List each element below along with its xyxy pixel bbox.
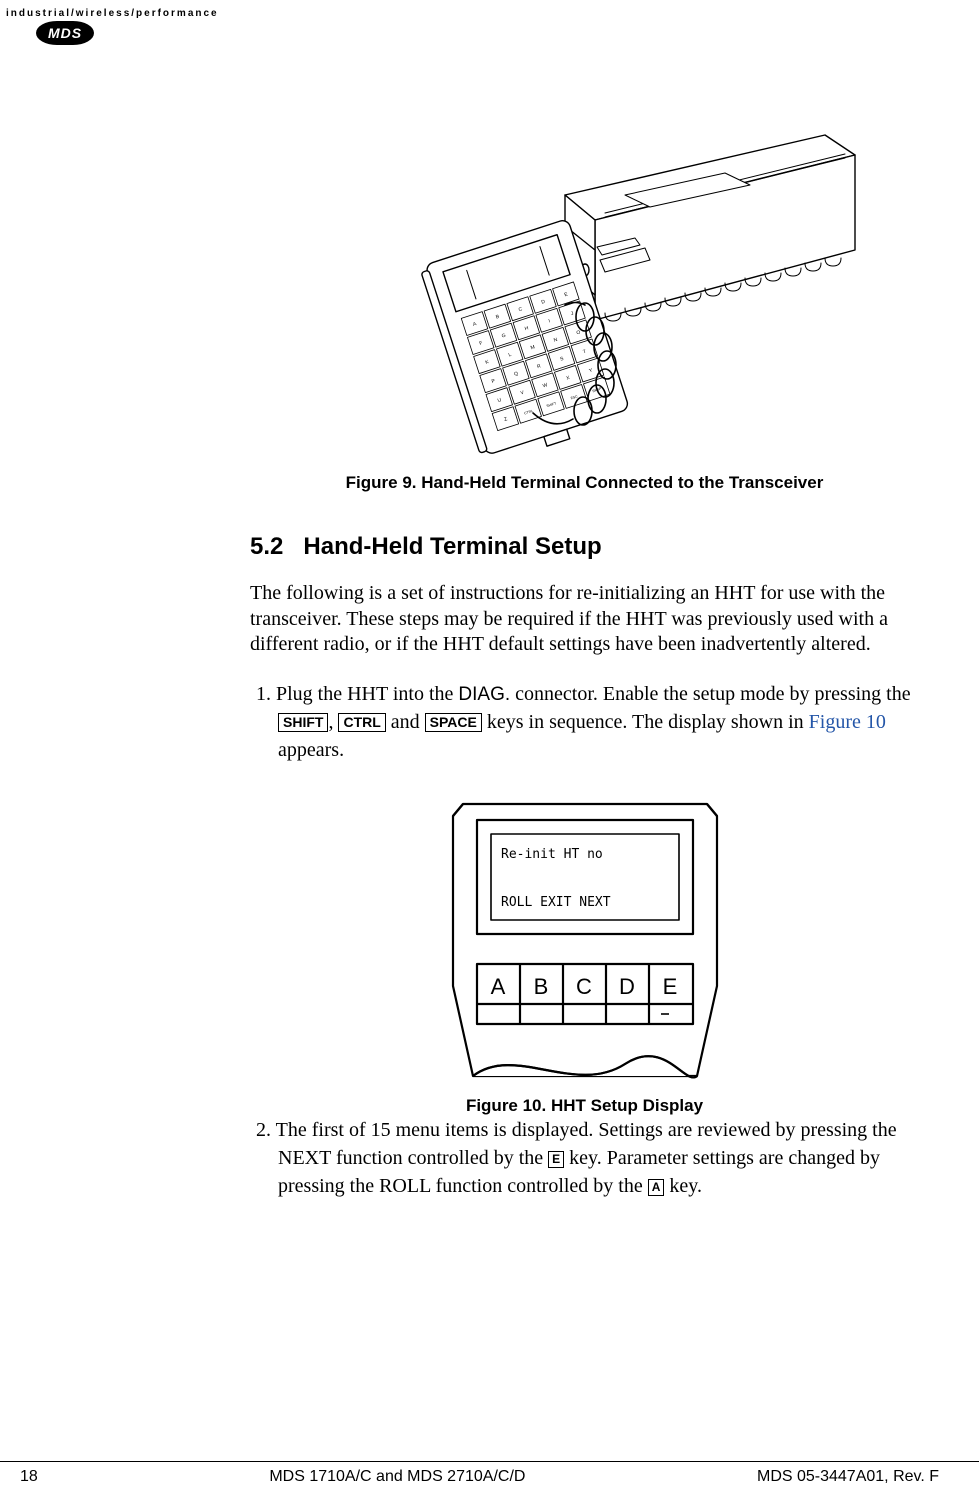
step-2-t3: key. xyxy=(664,1175,702,1197)
step-1-sep1: , xyxy=(328,711,338,733)
footer-doc-rev: MDS 05-3447A01, Rev. F xyxy=(757,1468,939,1486)
figure-10-svg: Re-init HT no ROLL EXIT NEXT A B C D xyxy=(425,786,745,1086)
mds-logo: MDS xyxy=(36,21,94,45)
step-1-t2: connector. Enable the setup mode by pres… xyxy=(510,683,910,705)
key-A: A xyxy=(648,1179,665,1196)
section-5-2-intro: The following is a set of instructions f… xyxy=(250,581,919,658)
header-tagline: industrial/wireless/performance xyxy=(6,8,979,19)
step-1-t3: keys in sequence. The display shown in xyxy=(482,711,809,733)
key-space: SPACE xyxy=(425,713,482,732)
fig10-key-A: A xyxy=(490,974,505,999)
step-2-num: 2. xyxy=(256,1119,271,1141)
diag-label: DIAG. xyxy=(458,684,510,705)
lcd-line2: ROLL EXIT NEXT xyxy=(501,895,611,910)
section-number: 5.2 xyxy=(250,533,283,560)
mds-logo-text: MDS xyxy=(36,21,94,45)
step-1-num: 1. xyxy=(256,683,271,705)
step-1-t4: appears. xyxy=(278,739,344,761)
step-1-sep2: and xyxy=(386,711,425,733)
figure-10: Re-init HT no ROLL EXIT NEXT A B C D xyxy=(250,786,919,1116)
key-E: E xyxy=(548,1151,564,1168)
figure-9-caption: Figure 9. Hand-Held Terminal Connected t… xyxy=(250,473,919,493)
figure-9: A B C D E F G H I J xyxy=(250,95,919,493)
content-area: A B C D E F G H I J xyxy=(0,45,979,1200)
step-1: 1. Plug the HHT into the DIAG. connector… xyxy=(250,680,919,765)
figure-10-caption: Figure 10. HHT Setup Display xyxy=(250,1096,919,1116)
fig10-key-D: D xyxy=(619,974,635,999)
page-header: industrial/wireless/performance MDS xyxy=(0,0,979,45)
section-heading: Hand-Held Terminal Setup xyxy=(303,533,601,560)
footer-page-number: 18 xyxy=(20,1468,38,1486)
page-footer: 18 MDS 1710A/C and MDS 2710A/C/D MDS 05-… xyxy=(0,1461,979,1492)
footer-doc-title: MDS 1710A/C and MDS 2710A/C/D xyxy=(269,1468,525,1486)
fig10-key-B: B xyxy=(533,974,548,999)
step-2: 2. The first of 15 menu items is display… xyxy=(250,1116,919,1200)
key-ctrl: CTRL xyxy=(338,713,385,732)
figure-10-ref[interactable]: Figure 10 xyxy=(809,711,886,733)
key-shift: SHIFT xyxy=(278,713,328,732)
figure-9-svg: A B C D E F G H I J xyxy=(305,95,865,455)
lcd-line1: Re-init HT no xyxy=(501,847,603,862)
section-5-2-title: 5.2 Hand-Held Terminal Setup xyxy=(250,533,919,561)
fig10-key-C: C xyxy=(576,974,592,999)
step-1-t1: Plug the HHT into the xyxy=(276,683,458,705)
fig10-key-E: E xyxy=(662,974,677,999)
